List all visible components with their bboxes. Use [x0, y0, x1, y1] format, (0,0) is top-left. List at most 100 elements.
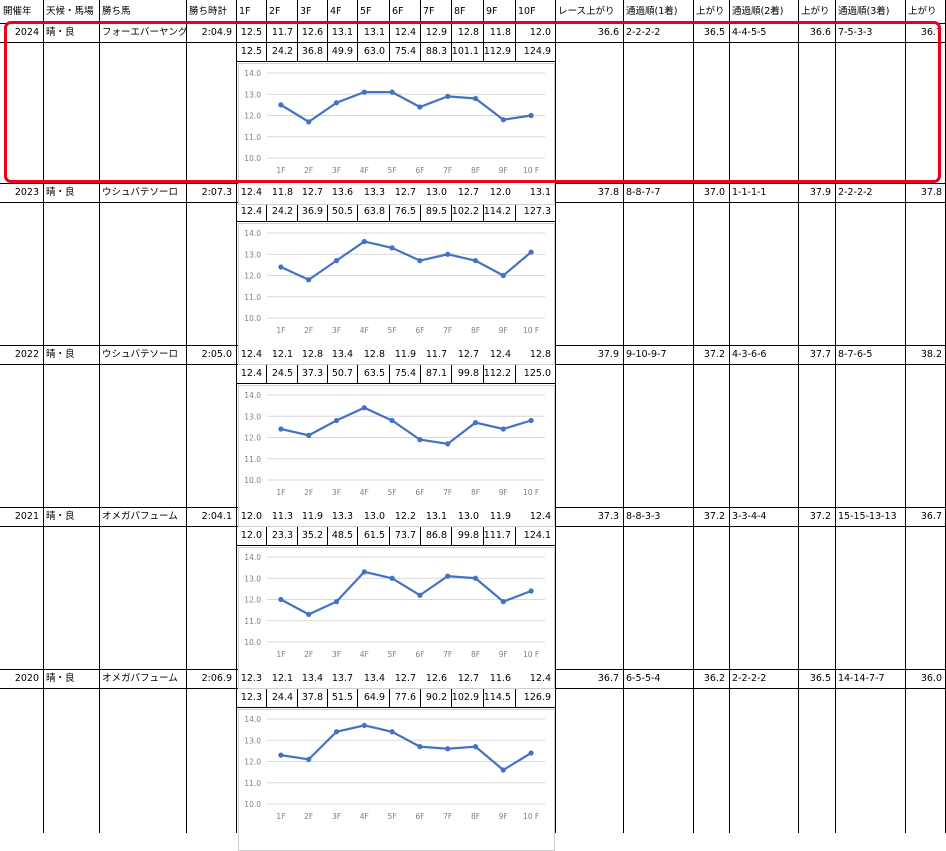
- cell-cumulative[interactable]: 88.3: [425, 46, 447, 57]
- chart-point[interactable]: [472, 420, 479, 426]
- cell-lap[interactable]: 13.4: [363, 673, 385, 684]
- cell-lap[interactable]: 12.4: [529, 673, 551, 684]
- cell-lap[interactable]: 13.0: [457, 511, 479, 522]
- chart-point[interactable]: [500, 117, 506, 123]
- cell-cumulative[interactable]: 125.0: [523, 368, 551, 379]
- cell-cumulative[interactable]: 48.5: [331, 530, 353, 541]
- chart-point[interactable]: [278, 264, 284, 270]
- cell-cumulative[interactable]: 63.8: [363, 206, 385, 217]
- cell-last-3rd[interactable]: 36.0: [920, 673, 942, 684]
- cell-lap[interactable]: 11.8: [489, 27, 511, 38]
- cell-pass-2nd[interactable]: 2-2-2-2: [732, 673, 767, 684]
- header-lap-10f[interactable]: 10F: [518, 6, 536, 17]
- cell-lap[interactable]: 12.4: [529, 511, 551, 522]
- cell-lap[interactable]: 12.4: [240, 349, 262, 360]
- cell-cumulative[interactable]: 12.4: [240, 368, 262, 379]
- cell-cumulative[interactable]: 12.3: [240, 692, 262, 703]
- cell-last-3rd[interactable]: 36.7: [920, 511, 942, 522]
- cell-cumulative[interactable]: 102.2: [451, 206, 479, 217]
- cell-cumulative[interactable]: 112.9: [483, 46, 511, 57]
- cell-lap[interactable]: 13.3: [363, 187, 385, 198]
- chart-point[interactable]: [306, 277, 312, 283]
- chart-point[interactable]: [361, 405, 367, 411]
- chart-point[interactable]: [389, 89, 395, 95]
- chart-point[interactable]: [306, 611, 312, 617]
- lap-time-chart[interactable]: 14.0 13.0 12.0 11.0 10.0 1F 2F 3F 4F 5F 6F 7F 8F 9F 10…: [238, 547, 555, 689]
- cell-cumulative[interactable]: 76.5: [394, 206, 416, 217]
- cell-last-1st[interactable]: 37.2: [703, 511, 725, 522]
- lap-time-chart[interactable]: 14.0 13.0 12.0 11.0 10.0 1F 2F 3F 4F 5F 6F 7F 8F 9F 10…: [238, 385, 555, 527]
- cell-winner[interactable]: オメガパフューム: [102, 673, 178, 684]
- chart-point[interactable]: [500, 272, 506, 279]
- header-last-1st[interactable]: 上がり: [696, 6, 725, 17]
- cell-lap[interactable]: 12.8: [363, 349, 385, 360]
- cell-cumulative[interactable]: 111.7: [483, 530, 511, 541]
- chart-point[interactable]: [528, 588, 534, 594]
- cell-cumulative[interactable]: 36.8: [301, 46, 323, 57]
- cell-last-2nd[interactable]: 36.6: [809, 27, 831, 38]
- cell-cumulative[interactable]: 63.0: [363, 46, 385, 57]
- cell-cumulative[interactable]: 127.3: [523, 206, 551, 217]
- header-weather[interactable]: 天候・馬場: [46, 6, 94, 17]
- cell-race-last[interactable]: 37.3: [597, 511, 619, 522]
- chart-point[interactable]: [445, 251, 451, 257]
- cell-lap[interactable]: 12.6: [301, 27, 323, 38]
- cell-lap[interactable]: 13.6: [331, 187, 353, 198]
- cell-time[interactable]: 2:06.9: [201, 673, 232, 684]
- header-lap-5f[interactable]: 5F: [360, 6, 372, 17]
- cell-lap[interactable]: 11.7: [271, 27, 293, 38]
- cell-pass-3rd[interactable]: 2-2-2-2: [838, 187, 873, 198]
- chart-point[interactable]: [445, 93, 451, 99]
- chart-point[interactable]: [445, 746, 451, 752]
- cell-last-3rd[interactable]: 36.7: [920, 27, 942, 38]
- header-lap-9f[interactable]: 9F: [486, 6, 498, 17]
- cell-weather[interactable]: 晴・良: [46, 511, 75, 522]
- cell-lap[interactable]: 13.1: [363, 27, 385, 38]
- cell-lap[interactable]: 12.3: [240, 673, 262, 684]
- cell-last-2nd[interactable]: 37.2: [809, 511, 831, 522]
- header-time[interactable]: 勝ち時計: [189, 6, 228, 17]
- cell-year[interactable]: 2020: [14, 673, 39, 684]
- cell-lap[interactable]: 12.7: [457, 187, 479, 198]
- cell-lap[interactable]: 12.4: [394, 27, 416, 38]
- chart-point[interactable]: [333, 729, 340, 735]
- cell-cumulative[interactable]: 50.5: [331, 206, 353, 217]
- cell-lap[interactable]: 12.0: [529, 27, 551, 38]
- cell-lap[interactable]: 12.8: [529, 349, 551, 360]
- cell-lap[interactable]: 12.1: [271, 349, 293, 360]
- cell-cumulative[interactable]: 36.9: [301, 206, 323, 217]
- cell-cumulative[interactable]: 77.6: [394, 692, 416, 703]
- cell-year[interactable]: 2024: [14, 27, 39, 38]
- cell-last-2nd[interactable]: 36.5: [809, 673, 831, 684]
- cell-pass-3rd[interactable]: 8-7-6-5: [838, 349, 873, 360]
- chart-point[interactable]: [389, 245, 395, 251]
- cell-cumulative[interactable]: 12.5: [240, 46, 262, 57]
- chart-point[interactable]: [333, 417, 340, 424]
- cell-lap[interactable]: 13.1: [529, 187, 551, 198]
- cell-lap[interactable]: 12.8: [301, 349, 323, 360]
- chart-point[interactable]: [278, 426, 284, 432]
- chart-point[interactable]: [417, 104, 423, 110]
- cell-lap[interactable]: 12.9: [425, 27, 447, 38]
- chart-point[interactable]: [500, 599, 506, 605]
- cell-weather[interactable]: 晴・良: [46, 27, 75, 38]
- cell-last-1st[interactable]: 36.2: [703, 673, 725, 684]
- cell-weather[interactable]: 晴・良: [46, 349, 75, 360]
- cell-cumulative[interactable]: 23.3: [271, 530, 293, 541]
- cell-cumulative[interactable]: 64.9: [363, 692, 385, 703]
- cell-last-3rd[interactable]: 37.8: [920, 187, 942, 198]
- cell-lap[interactable]: 12.1: [271, 673, 293, 684]
- cell-cumulative[interactable]: 24.2: [271, 206, 293, 217]
- chart-point[interactable]: [278, 752, 284, 758]
- cell-lap[interactable]: 12.6: [425, 673, 447, 684]
- cell-lap[interactable]: 11.9: [394, 349, 416, 360]
- cell-weather[interactable]: 晴・良: [46, 187, 75, 198]
- header-lap-6f[interactable]: 6F: [392, 6, 404, 17]
- cell-lap[interactable]: 11.9: [489, 511, 511, 522]
- cell-cumulative[interactable]: 99.8: [457, 368, 479, 379]
- header-lap-8f[interactable]: 8F: [454, 6, 466, 17]
- cell-last-2nd[interactable]: 37.9: [809, 187, 831, 198]
- cell-cumulative[interactable]: 75.4: [394, 368, 416, 379]
- chart-point[interactable]: [389, 729, 395, 735]
- cell-race-last[interactable]: 36.7: [597, 673, 619, 684]
